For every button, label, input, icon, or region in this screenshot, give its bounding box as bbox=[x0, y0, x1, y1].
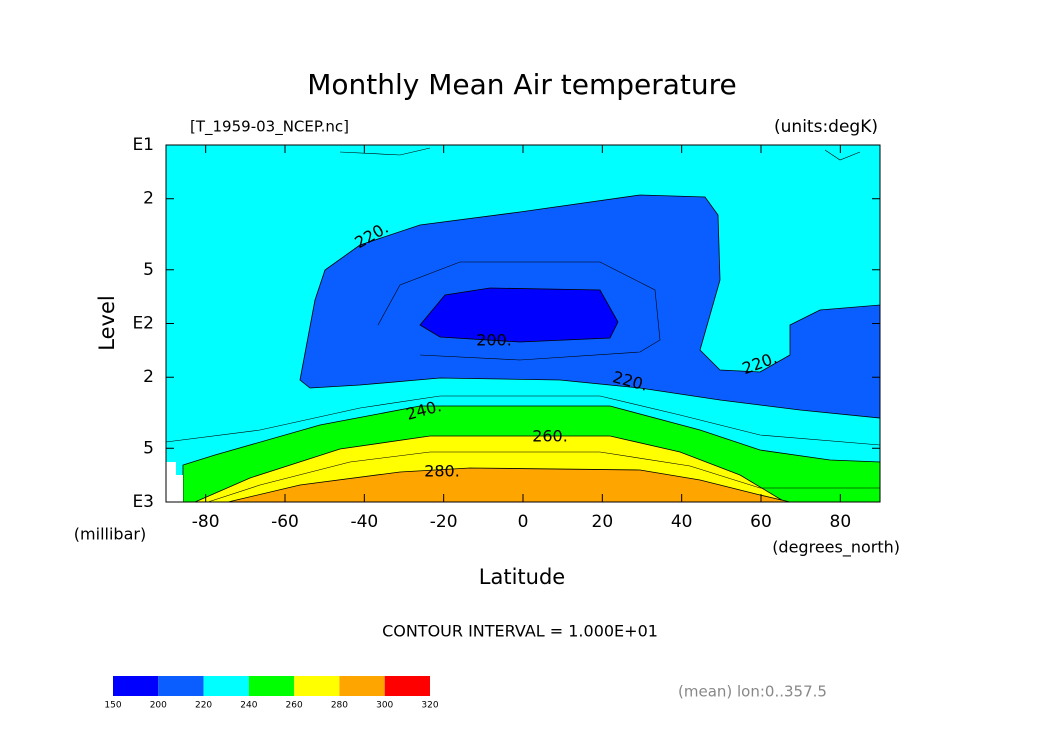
note: (mean) lon:0..357.5 bbox=[678, 683, 827, 701]
contour-line bbox=[824, 149, 861, 161]
x-tick-label: -20 bbox=[430, 512, 458, 532]
colorbar-band bbox=[384, 676, 430, 696]
colorbar-label: 260 bbox=[286, 701, 303, 711]
colorbar-label: 220 bbox=[195, 701, 212, 711]
contour-line bbox=[207, 451, 880, 503]
y-tick-label: E3 bbox=[132, 492, 154, 512]
x-tick-label: -80 bbox=[192, 512, 220, 532]
colorbar-label: 150 bbox=[104, 701, 121, 711]
contour-line bbox=[377, 261, 661, 361]
missing-data bbox=[166, 462, 183, 502]
x-tick-label: 0 bbox=[518, 512, 529, 532]
colorbar-band bbox=[203, 676, 249, 696]
contour-label: 260. bbox=[532, 427, 568, 446]
contour-line bbox=[165, 395, 881, 446]
x-tick-label: 20 bbox=[592, 512, 614, 532]
units-label: (units:degK) bbox=[774, 117, 878, 137]
x-tick-label: 60 bbox=[750, 512, 772, 532]
x-tick-label: -40 bbox=[350, 512, 378, 532]
colorbar-band bbox=[339, 676, 385, 696]
y-tick-label: 2 bbox=[143, 367, 154, 387]
file-label: [T_1959-03_NCEP.nc] bbox=[190, 118, 349, 137]
y-units: (millibar) bbox=[74, 525, 146, 544]
contour-label: 280. bbox=[424, 462, 460, 481]
contour-label: 200. bbox=[476, 331, 512, 350]
x-tick-label: -60 bbox=[271, 512, 299, 532]
chart-title: Monthly Mean Air temperature bbox=[307, 68, 737, 101]
colorbar-band bbox=[248, 676, 295, 696]
colorbar-label: 240 bbox=[240, 701, 257, 711]
colorbar-label: 280 bbox=[331, 701, 348, 711]
contour-line bbox=[339, 147, 431, 156]
colorbar-band bbox=[294, 676, 340, 696]
footer: CONTOUR INTERVAL = 1.000E+01 bbox=[382, 622, 658, 641]
y-tick-label: E2 bbox=[132, 314, 154, 334]
y-tick-label: 2 bbox=[143, 189, 154, 209]
y-tick-label: 5 bbox=[143, 438, 154, 458]
y-tick-label: E1 bbox=[132, 135, 154, 155]
y-tick-label: 5 bbox=[143, 260, 154, 280]
colorbar-label: 200 bbox=[150, 701, 167, 711]
colorbar-label: 320 bbox=[421, 701, 438, 711]
x-axis-label: Latitude bbox=[479, 565, 565, 589]
contour-band bbox=[227, 467, 791, 503]
x-tick-label: 40 bbox=[671, 512, 693, 532]
y-axis-label: Level bbox=[95, 295, 119, 350]
colorbar-band bbox=[113, 676, 159, 696]
x-tick-label: 80 bbox=[830, 512, 852, 532]
colorbar-label: 300 bbox=[376, 701, 393, 711]
colorbar-band bbox=[158, 676, 204, 696]
contour-band bbox=[419, 287, 619, 343]
x-units: (degrees_north) bbox=[772, 538, 900, 558]
